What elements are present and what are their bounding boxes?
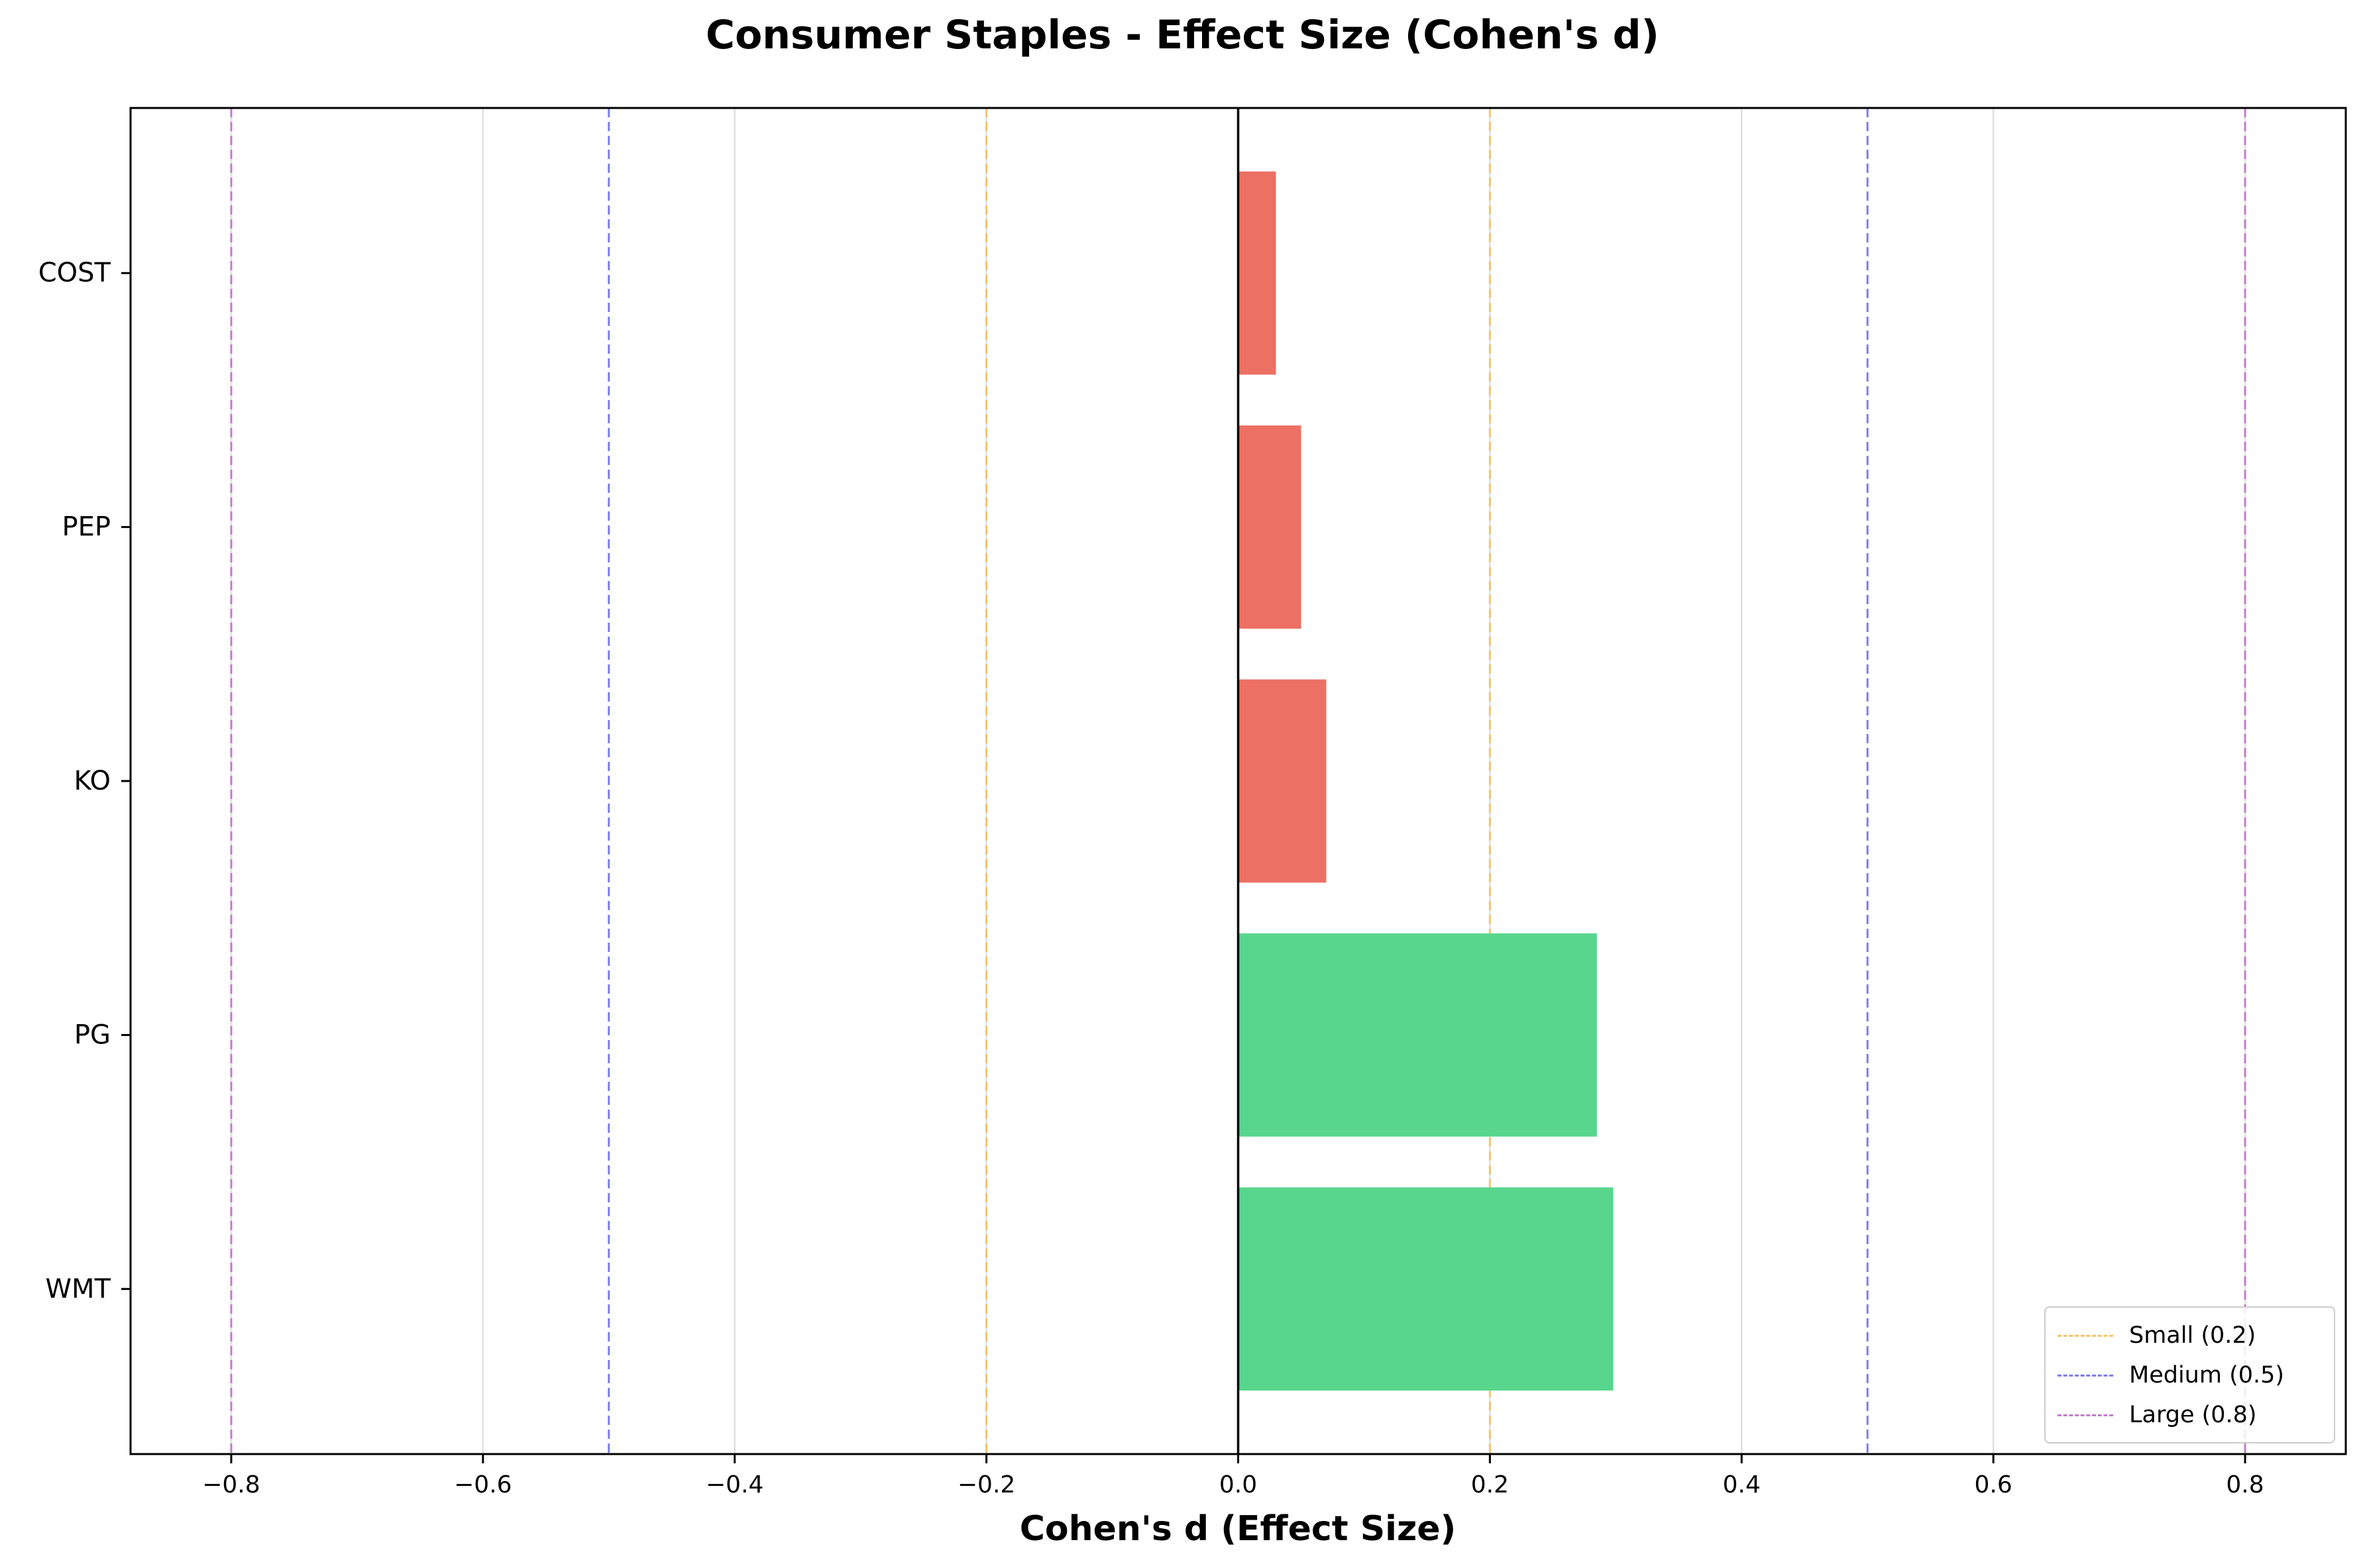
legend-item-small: Small (0.2) <box>2058 1316 2322 1355</box>
legend-swatch-large <box>2058 1414 2113 1416</box>
x-tick-label-1: −0.6 <box>454 1471 512 1498</box>
chart-title: Consumer Staples - Effect Size (Cohen's … <box>706 12 1659 58</box>
y-tick-label-ko: KO <box>74 766 111 796</box>
y-tick-label-pg: PG <box>74 1019 111 1050</box>
bar-wmt <box>1238 1187 1614 1391</box>
x-tick-label-0: −0.8 <box>202 1471 260 1498</box>
bar-cost <box>1238 171 1276 375</box>
x-tick-label-7: 0.6 <box>1975 1471 2012 1498</box>
x-tick-label-2: −0.4 <box>706 1471 763 1498</box>
y-tick-label-pep: PEP <box>62 512 111 543</box>
bar-pep <box>1238 425 1301 629</box>
legend-label-small: Small (0.2) <box>2129 1322 2256 1349</box>
x-axis-label: Cohen's d (Effect Size) <box>1020 1509 1457 1549</box>
x-ticks: −0.8 −0.6 −0.4 −0.2 0.0 0.2 0.4 0.6 0.8 <box>202 1454 2264 1498</box>
x-tick-label-5: 0.2 <box>1471 1471 1509 1498</box>
legend-label-large: Large (0.8) <box>2129 1402 2257 1428</box>
y-ticks: COST PEP KO PG WMT <box>38 258 131 1304</box>
bar-pg <box>1238 933 1597 1137</box>
x-tick-label-6: 0.4 <box>1723 1471 1761 1498</box>
legend-item-large: Large (0.8) <box>2058 1395 2322 1435</box>
legend-item-medium: Medium (0.5) <box>2058 1355 2322 1395</box>
x-tick-label-3: −0.2 <box>958 1471 1015 1498</box>
legend-swatch-medium <box>2058 1374 2113 1377</box>
legend-swatch-small <box>2058 1334 2113 1337</box>
legend: Small (0.2) Medium (0.5) Large (0.8) <box>2044 1306 2335 1443</box>
x-tick-label-4: 0.0 <box>1219 1471 1257 1498</box>
bar-ko <box>1238 679 1327 883</box>
y-tick-label-cost: COST <box>38 258 111 288</box>
y-tick-label-wmt: WMT <box>46 1274 111 1304</box>
legend-label-medium: Medium (0.5) <box>2129 1362 2285 1388</box>
bars <box>1238 171 1614 1391</box>
x-tick-label-8: 0.8 <box>2226 1471 2264 1498</box>
